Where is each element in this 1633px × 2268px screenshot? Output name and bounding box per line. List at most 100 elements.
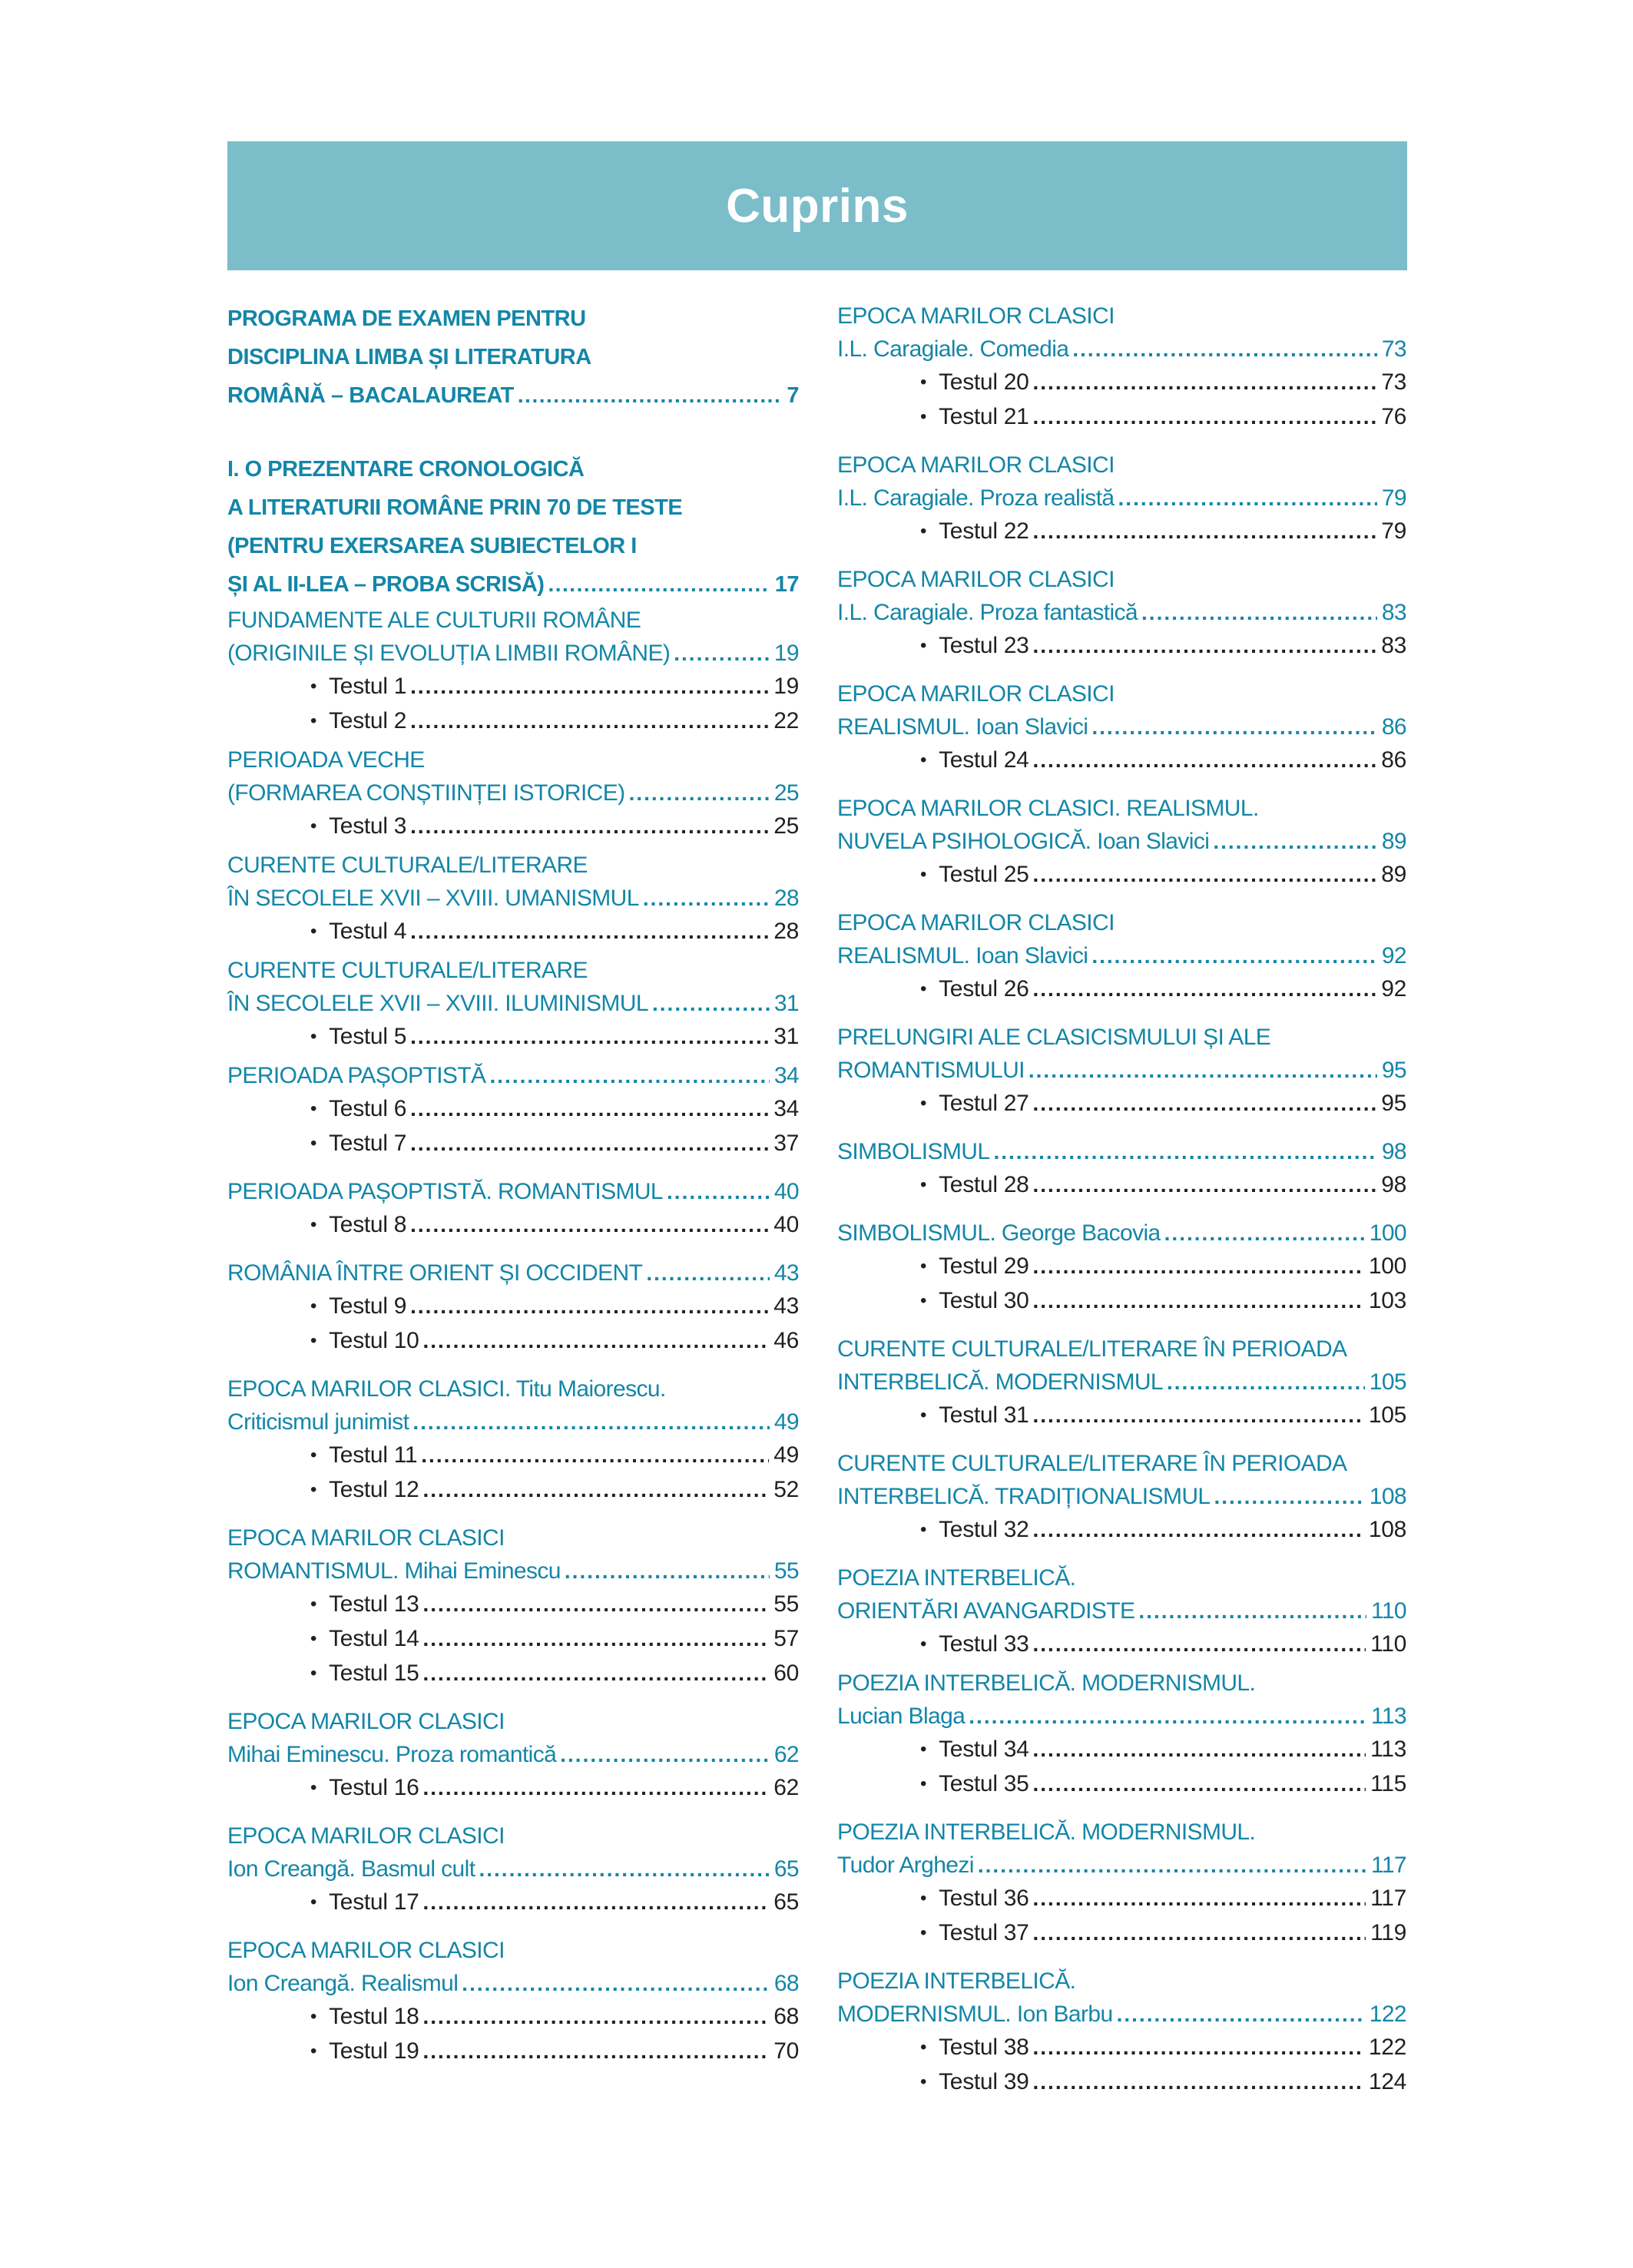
- page-number: 83: [1381, 633, 1406, 658]
- leader-dots: ........................................…: [422, 1661, 769, 1685]
- page-number: 103: [1368, 1288, 1406, 1313]
- leader-dots: ........................................…: [1116, 2002, 1365, 2026]
- toc-test-entry: • Testul 32 .............................…: [837, 1513, 1406, 1548]
- toc-heading-line: PERIOADA PAȘOPTISTĂ. ROMANTISMUL .......…: [227, 1175, 800, 1208]
- leader-dots: ........................................…: [1032, 634, 1376, 657]
- entry-label: Testul 22: [939, 518, 1029, 544]
- page-number: 119: [1370, 1920, 1406, 1945]
- entry-label: (PENTRU EXERSAREA SUBIECTELOR I: [227, 534, 637, 558]
- leader-dots: ........................................…: [560, 1743, 770, 1766]
- toc-heading-line: SIMBOLISMUL.............................…: [837, 1135, 1407, 1168]
- bullet-icon: •: [310, 921, 317, 942]
- toc-section: FUNDAMENTE ALE CULTURII ROMÂNE (ORIGINILE…: [227, 604, 800, 739]
- toc-section: EPOCA MARILOR CLASICI I.L. Caragiale. Pro…: [837, 449, 1407, 549]
- leader-dots: ........................................…: [642, 886, 770, 910]
- page-number: 89: [1381, 829, 1407, 854]
- leader-dots: ........................................…: [646, 1261, 770, 1285]
- toc-test-entry: • Testul 38 .............................…: [837, 2031, 1406, 2065]
- page-number: 34: [773, 1096, 799, 1121]
- entry-label: Testul 2: [329, 708, 407, 733]
- entry-label: Testul 24: [939, 747, 1029, 773]
- bullet-icon: •: [920, 1922, 927, 1943]
- leader-dots: ........................................…: [410, 1213, 770, 1237]
- toc-test-entry: • Testul 39 .............................…: [837, 2065, 1406, 2100]
- bullet-icon: •: [310, 1214, 317, 1235]
- leader-dots: ........................................…: [977, 1853, 1366, 1877]
- toc-heading-line: DISCIPLINA LIMBA ȘI LITERATURA: [227, 338, 799, 376]
- bullet-icon: •: [920, 1405, 927, 1425]
- leader-dots: ........................................…: [479, 1857, 769, 1881]
- bullet-icon: •: [310, 1628, 317, 1649]
- toc-heading-line: I.L. Caragiale. Proza fantastică........…: [837, 596, 1407, 629]
- leader-dots: ........................................…: [412, 1410, 769, 1434]
- entry-label: Testul 23: [939, 633, 1029, 658]
- toc-test-entry: • Testul 11 .............................…: [227, 1439, 799, 1473]
- toc-heading-line: EPOCA MARILOR CLASICI: [227, 1819, 799, 1852]
- entry-label: POEZIA INTERBELICĂ. MODERNISMUL.: [837, 1670, 1256, 1696]
- entry-label: Testul 14: [329, 1626, 419, 1651]
- toc-test-entry: • Testul 37 .............................…: [837, 1916, 1406, 1951]
- leader-dots: ........................................…: [993, 1140, 1377, 1164]
- page-number: 25: [773, 813, 799, 839]
- page-number: 98: [1381, 1139, 1407, 1164]
- leader-dots: ........................................…: [548, 572, 770, 596]
- entry-label: Testul 32: [939, 1517, 1029, 1542]
- page-number: 22: [773, 708, 799, 733]
- toc-test-entry: • Testul 26 .............................…: [837, 972, 1406, 1007]
- toc-section: POEZIA INTERBELICĂ. ORIENTĂRI AVANGARDIST…: [837, 1561, 1407, 1662]
- toc-section: EPOCA MARILOR CLASICI. Titu Maiorescu. Cr…: [227, 1372, 800, 1508]
- toc-heading-line: ROMÂNĂ – BACALAUREAT ...................…: [227, 376, 799, 415]
- bullet-icon: •: [310, 1445, 317, 1465]
- leader-dots: ........................................…: [422, 1627, 769, 1651]
- entry-label: Testul 29: [939, 1253, 1029, 1279]
- entry-label: EPOCA MARILOR CLASICI: [837, 910, 1115, 935]
- toc-heading-line: SIMBOLISMUL. George Bacovia ............…: [837, 1217, 1407, 1250]
- bullet-icon: •: [920, 521, 927, 541]
- bullet-icon: •: [310, 1479, 317, 1500]
- entry-label: REALISMUL. Ioan Slavici: [837, 714, 1088, 740]
- leader-dots: ........................................…: [1091, 944, 1377, 968]
- toc-heading-line: CURENTE CULTURALE/LITERARE: [227, 849, 799, 882]
- bullet-icon: •: [920, 1290, 927, 1311]
- leader-dots: ........................................…: [1164, 1221, 1365, 1245]
- page-number: 92: [1381, 976, 1406, 1002]
- page-number: 19: [773, 641, 800, 666]
- toc-section: CURENTE CULTURALE/LITERARE ÎN SECOLELE XV…: [227, 849, 800, 949]
- entry-label: Testul 26: [939, 976, 1029, 1002]
- toc-section: CURENTE CULTURALE/LITERARE ÎN PERIOADA IN…: [837, 1333, 1407, 1433]
- leader-dots: ........................................…: [674, 641, 770, 665]
- toc-test-entry: • Testul 8 ..............................…: [227, 1208, 799, 1243]
- page-number: 70: [773, 2038, 799, 2064]
- entry-label: EPOCA MARILOR CLASICI: [837, 303, 1115, 329]
- toc-test-entry: • Testul 9 ..............................…: [227, 1290, 799, 1324]
- leader-dots: ........................................…: [1091, 715, 1377, 739]
- toc-test-entry: • Testul 29 .............................…: [837, 1250, 1406, 1284]
- toc-heading-line: EPOCA MARILOR CLASICI: [227, 1705, 799, 1738]
- toc-heading-line: EPOCA MARILOR CLASICI. REALISMUL.: [837, 792, 1406, 825]
- toc-heading-line: Ion Creangă. Realismul .................…: [227, 1967, 800, 2000]
- entry-label: EPOCA MARILOR CLASICI: [227, 1938, 505, 1963]
- toc-heading-line: POEZIA INTERBELICĂ. MODERNISMUL.: [837, 1816, 1406, 1849]
- page-number: 79: [1381, 518, 1406, 544]
- bullet-icon: •: [920, 1634, 927, 1654]
- bullet-icon: •: [920, 1888, 927, 1909]
- page-number: 28: [773, 919, 799, 944]
- toc-test-entry: • Testul 20 .............................…: [837, 366, 1406, 400]
- page-number: 110: [1370, 1598, 1407, 1624]
- toc-heading-line: FUNDAMENTE ALE CULTURII ROMÂNE: [227, 604, 799, 637]
- entry-label: DISCIPLINA LIMBA ȘI LITERATURA: [227, 345, 591, 369]
- toc-test-entry: • Testul 12 .............................…: [227, 1473, 799, 1508]
- entry-label: Ion Creangă. Basmul cult: [227, 1856, 475, 1882]
- toc-heading-line: CURENTE CULTURALE/LITERARE ÎN PERIOADA: [837, 1447, 1406, 1480]
- toc-test-entry: • Testul 7 ..............................…: [227, 1127, 799, 1161]
- entry-label: Testul 35: [939, 1771, 1029, 1796]
- page-number: 95: [1381, 1091, 1406, 1116]
- page-number: 110: [1370, 1631, 1406, 1657]
- leader-dots: ........................................…: [410, 709, 770, 733]
- entry-label: CURENTE CULTURALE/LITERARE: [227, 853, 588, 878]
- toc-test-entry: • Testul 5 ..............................…: [227, 1020, 799, 1055]
- leader-dots: ........................................…: [1032, 1737, 1366, 1761]
- leader-dots: ........................................…: [1032, 1289, 1364, 1313]
- entry-label: (ORIGINILE ȘI EVOLUȚIA LIMBII ROMÂNE): [227, 641, 671, 666]
- leader-dots: ........................................…: [422, 1592, 769, 1616]
